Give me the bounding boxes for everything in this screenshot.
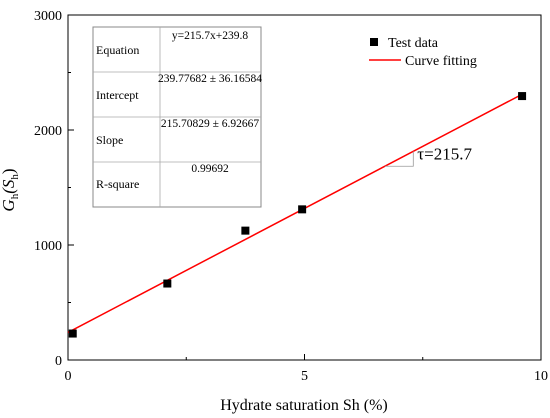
- y-axis-label-paren-close: ): [0, 168, 18, 174]
- stats-table: Equation y=215.7x+239.8 Intercept 239.77…: [92, 26, 262, 208]
- x-tick-label: 10: [534, 369, 548, 384]
- data-point: [518, 92, 527, 101]
- y-tick-label: 0: [55, 354, 62, 369]
- fit-line-layer: [67, 93, 523, 334]
- x-axis-label: Hydrate saturation Sh (%): [220, 397, 388, 414]
- y-axis-label-sub2: h: [9, 174, 21, 180]
- stats-value-r-square: 0.99692: [191, 163, 229, 175]
- y-axis-label-main: G: [0, 199, 18, 211]
- stats-label-equation: Equation: [96, 43, 139, 57]
- data-point: [241, 226, 250, 235]
- legend-marker-test-data: [370, 38, 378, 46]
- legend-label-curve-fitting: Curve fitting: [405, 54, 477, 69]
- data-point: [163, 279, 172, 288]
- data-point: [68, 329, 77, 338]
- x-axis-ticks: 0 5 10: [65, 354, 548, 384]
- fit-line: [67, 93, 523, 334]
- x-tick-label: 0: [65, 369, 72, 384]
- slope-annotation-triangle: [384, 151, 414, 167]
- stats-value-equation: y=215.7x+239.8: [172, 30, 248, 42]
- y-axis-label: Gh(Sh): [0, 168, 21, 211]
- y-tick-label: 3000: [34, 9, 62, 24]
- data-points: [68, 92, 527, 338]
- legend-label-test-data: Test data: [388, 36, 439, 51]
- data-point: [298, 205, 307, 214]
- y-axis-label-paren-open: (S: [0, 179, 18, 194]
- y-axis-ticks: 0 1000 2000 3000: [34, 9, 74, 369]
- stats-label-intercept: Intercept: [96, 88, 139, 102]
- stats-value-intercept: 239.77682 ± 36.16584: [158, 73, 262, 85]
- y-axis-label-sub1: h: [9, 193, 21, 199]
- slope-annotation-text: τ=215.7: [417, 144, 472, 163]
- y-tick-label: 2000: [34, 124, 62, 139]
- stats-label-r-square: R-square: [96, 177, 139, 191]
- y-tick-label: 1000: [34, 239, 62, 254]
- stats-value-slope: 215.70829 ± 6.92667: [161, 118, 260, 130]
- x-tick-label: 5: [301, 369, 308, 384]
- legend: Test data Curve fitting: [369, 36, 477, 69]
- slope-annotation: τ=215.7: [384, 144, 472, 167]
- stats-label-slope: Slope: [96, 133, 123, 147]
